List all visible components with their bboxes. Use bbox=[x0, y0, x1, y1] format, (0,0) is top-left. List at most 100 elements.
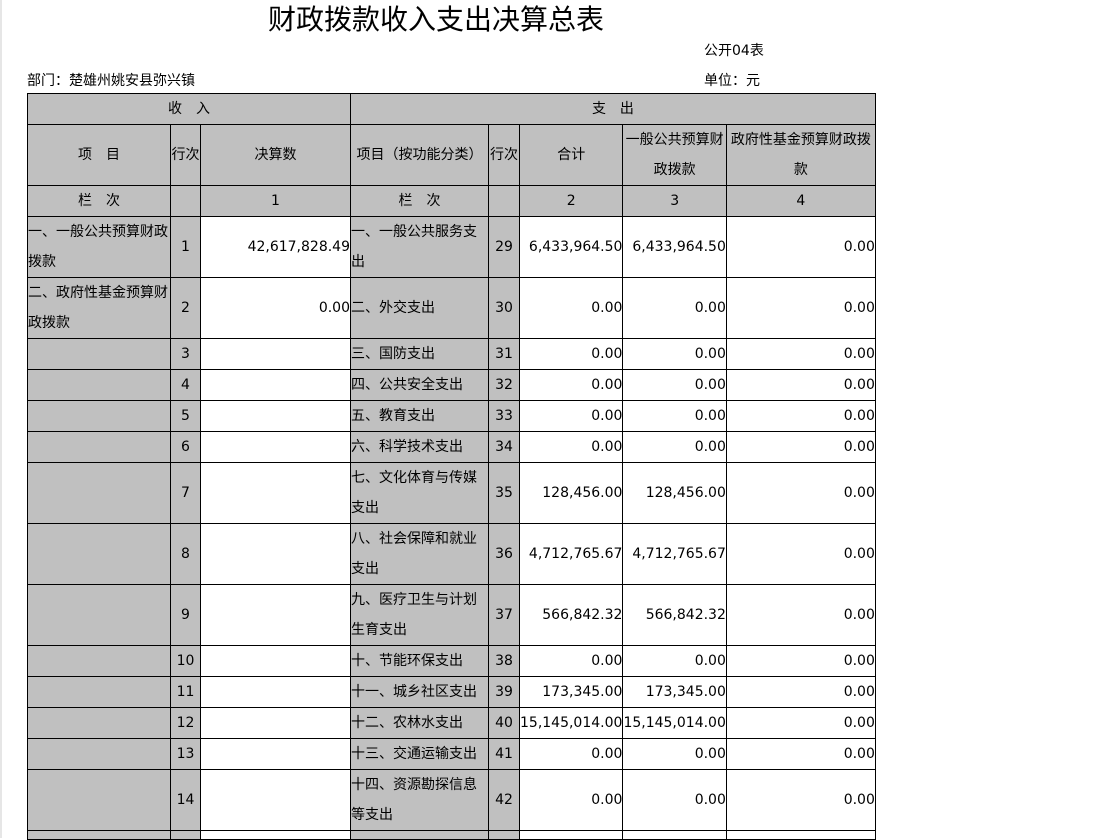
expense-header: 支 出 bbox=[350, 93, 876, 125]
total-amount: 6,433,964.50 bbox=[518, 216, 624, 278]
empty-cell bbox=[350, 830, 489, 840]
general-budget-amount: 128,456.00 bbox=[622, 462, 727, 524]
income-amount: 42,617,828.49 bbox=[200, 216, 351, 278]
table-row: 一、一般公共预算财政拨款 1 42,617,828.49 一、一般公共服务支出 29 6,… bbox=[27, 216, 876, 278]
fund-budget-amount: 0.00 bbox=[725, 277, 876, 339]
fund-budget-amount: 0.00 bbox=[725, 645, 876, 677]
income-amount bbox=[200, 369, 351, 401]
income-item bbox=[27, 462, 171, 524]
column-3: 3 bbox=[622, 185, 727, 217]
expense-line-no: 32 bbox=[488, 369, 520, 401]
general-budget-amount: 0.00 bbox=[622, 738, 727, 770]
expense-item-header: 项目（按功能分类） bbox=[350, 124, 489, 186]
income-amount-header: 决算数 bbox=[200, 124, 351, 186]
general-budget-header: 一般公共预算财政拨款 bbox=[622, 124, 727, 186]
table-row: 3 三、国防支出 31 0.00 0.00 0.00 bbox=[27, 338, 876, 370]
fund-budget-amount: 0.00 bbox=[725, 431, 876, 463]
income-line-no: 1 bbox=[170, 216, 201, 278]
expense-line-no-header: 行次 bbox=[488, 124, 520, 186]
general-budget-amount: 0.00 bbox=[622, 277, 727, 339]
expense-item: 九、医疗卫生与计划生育支出 bbox=[350, 584, 489, 646]
general-budget-amount: 0.00 bbox=[622, 769, 727, 831]
fund-budget-amount: 0.00 bbox=[725, 400, 876, 432]
expense-item: 五、教育支出 bbox=[350, 400, 489, 432]
income-item bbox=[27, 523, 171, 585]
table-row: 5 五、教育支出 33 0.00 0.00 0.00 bbox=[27, 400, 876, 432]
income-item bbox=[27, 338, 171, 370]
income-line-no: 6 bbox=[170, 431, 201, 463]
income-amount bbox=[200, 645, 351, 677]
income-line-no: 14 bbox=[170, 769, 201, 831]
settlement-table: 收 入 支 出 项 目 行次 决算数 项目（按功能分类） 行次 合计 一般公共预… bbox=[27, 93, 876, 840]
income-amount bbox=[200, 338, 351, 370]
table-row: 14 十四、资源勘探信息等支出 42 0.00 0.00 0.00 bbox=[27, 769, 876, 831]
general-budget-amount: 0.00 bbox=[622, 369, 727, 401]
fund-budget-amount: 0.00 bbox=[725, 369, 876, 401]
empty-cell bbox=[27, 830, 171, 840]
column-1: 1 bbox=[200, 185, 351, 217]
table-row: 9 九、医疗卫生与计划生育支出 37 566,842.32 566,842.32 0.00 bbox=[27, 584, 876, 646]
income-amount bbox=[200, 707, 351, 739]
report-title: 财政拨款收入支出决算总表 bbox=[268, 3, 605, 36]
income-header: 收 入 bbox=[27, 93, 351, 125]
header-row-2: 项 目 行次 决算数 项目（按功能分类） 行次 合计 一般公共预算财政拨款 政府… bbox=[27, 124, 876, 186]
income-item bbox=[27, 584, 171, 646]
empty-cell bbox=[200, 830, 351, 840]
income-line-no: 12 bbox=[170, 707, 201, 739]
fund-budget-amount: 0.00 bbox=[725, 738, 876, 770]
expense-line-no: 29 bbox=[488, 216, 520, 278]
expense-line-no: 38 bbox=[488, 645, 520, 677]
total-amount: 0.00 bbox=[518, 369, 624, 401]
total-amount: 0.00 bbox=[518, 738, 624, 770]
column-label: 栏 次 bbox=[27, 185, 171, 217]
income-item: 二、政府性基金预算财政拨款 bbox=[27, 277, 171, 339]
income-line-no-header: 行次 bbox=[170, 124, 201, 186]
expense-line-no: 41 bbox=[488, 738, 520, 770]
income-item-header: 项 目 bbox=[27, 124, 171, 186]
column-4: 4 bbox=[725, 185, 876, 217]
expense-item: 四、公共安全支出 bbox=[350, 369, 489, 401]
general-budget-amount: 566,842.32 bbox=[622, 584, 727, 646]
income-amount: 0.00 bbox=[200, 277, 351, 339]
income-amount bbox=[200, 584, 351, 646]
empty-cell bbox=[170, 830, 201, 840]
income-amount bbox=[200, 400, 351, 432]
fund-budget-amount: 0.00 bbox=[725, 676, 876, 708]
fund-budget-amount: 0.00 bbox=[725, 462, 876, 524]
expense-item: 六、科学技术支出 bbox=[350, 431, 489, 463]
form-number: 公开04表 bbox=[704, 43, 764, 59]
table-row: 10 十、节能环保支出 38 0.00 0.00 0.00 bbox=[27, 645, 876, 677]
income-line-no: 9 bbox=[170, 584, 201, 646]
general-budget-amount: 0.00 bbox=[622, 400, 727, 432]
expense-item: 十三、交通运输支出 bbox=[350, 738, 489, 770]
expense-line-no: 37 bbox=[488, 584, 520, 646]
expense-item: 十二、农林水支出 bbox=[350, 707, 489, 739]
income-line-no: 2 bbox=[170, 277, 201, 339]
fund-budget-amount: 0.00 bbox=[725, 769, 876, 831]
column-number-row: 栏 次 1 栏 次 2 3 4 bbox=[27, 185, 876, 217]
total-amount: 128,456.00 bbox=[518, 462, 624, 524]
income-item bbox=[27, 431, 171, 463]
empty-cell bbox=[488, 185, 520, 217]
income-amount bbox=[200, 738, 351, 770]
unit-label: 单位：元 bbox=[704, 73, 760, 89]
income-amount bbox=[200, 431, 351, 463]
empty-cell bbox=[725, 830, 876, 840]
total-amount: 0.00 bbox=[518, 277, 624, 339]
income-line-no: 10 bbox=[170, 645, 201, 677]
table-row: 11 十一、城乡社区支出 39 173,345.00 173,345.00 0.00 bbox=[27, 676, 876, 708]
table-row: 8 八、社会保障和就业支出 36 4,712,765.67 4,712,765.67 0.… bbox=[27, 523, 876, 585]
expense-line-no: 39 bbox=[488, 676, 520, 708]
expense-line-no: 42 bbox=[488, 769, 520, 831]
expense-line-no: 35 bbox=[488, 462, 520, 524]
expense-line-no: 40 bbox=[488, 707, 520, 739]
income-item bbox=[27, 769, 171, 831]
income-item bbox=[27, 707, 171, 739]
fund-budget-amount: 0.00 bbox=[725, 338, 876, 370]
income-item bbox=[27, 400, 171, 432]
total-amount: 0.00 bbox=[518, 769, 624, 831]
income-item bbox=[27, 676, 171, 708]
empty-cell bbox=[518, 830, 624, 840]
expense-item: 三、国防支出 bbox=[350, 338, 489, 370]
income-item: 一、一般公共预算财政拨款 bbox=[27, 216, 171, 278]
